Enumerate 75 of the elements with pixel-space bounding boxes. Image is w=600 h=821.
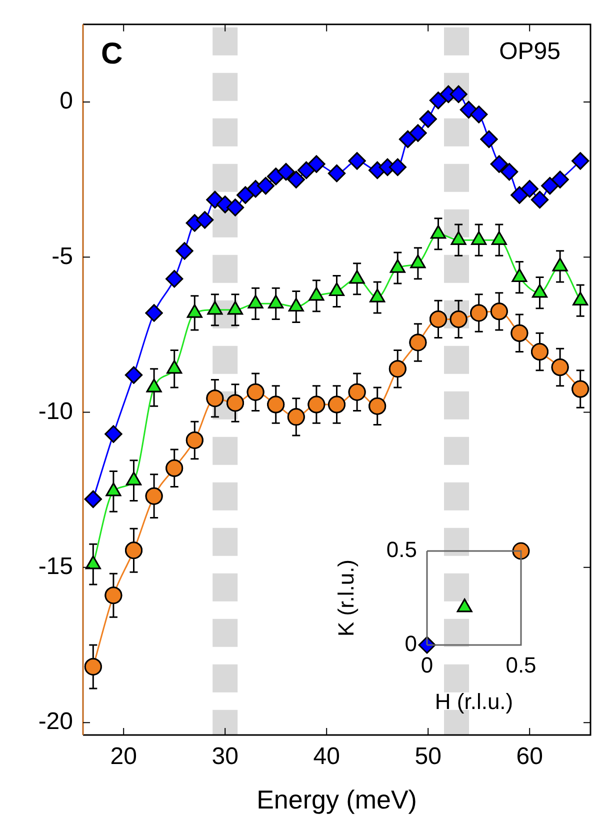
- point: [348, 152, 366, 170]
- point: [531, 190, 548, 208]
- point: [125, 542, 142, 560]
- point: [206, 190, 224, 208]
- annotation: OP95: [499, 38, 560, 66]
- point: [450, 85, 468, 103]
- point: [348, 383, 366, 401]
- point: [510, 186, 528, 204]
- point: [84, 490, 102, 508]
- point: [226, 394, 244, 412]
- point: [104, 425, 122, 443]
- point: [460, 100, 478, 118]
- point: [409, 334, 427, 352]
- point: [500, 163, 518, 181]
- point: [176, 242, 194, 260]
- x-axis-title: Energy (meV): [256, 784, 417, 815]
- point: [298, 161, 316, 179]
- point: [480, 130, 498, 148]
- point: [166, 459, 184, 477]
- annotation: C: [101, 38, 123, 71]
- x-axis-title: H (r.l.u.): [434, 688, 514, 714]
- point: [277, 163, 295, 181]
- point: [470, 304, 488, 322]
- point: [551, 358, 569, 376]
- point: [572, 380, 590, 398]
- point: [308, 155, 326, 173]
- point: [551, 170, 569, 188]
- point: [490, 155, 508, 173]
- point: [125, 366, 142, 384]
- point: [186, 431, 204, 449]
- x-tick-label: 60: [516, 743, 543, 770]
- point: [267, 396, 285, 414]
- point: [145, 304, 163, 322]
- point: [226, 198, 244, 216]
- point: [388, 360, 406, 378]
- x-tick-label: 20: [110, 743, 137, 770]
- point: [368, 397, 386, 415]
- point: [84, 658, 102, 676]
- point: [236, 186, 254, 204]
- point: [267, 168, 285, 186]
- point: [520, 180, 538, 198]
- point: [287, 170, 305, 188]
- point: [256, 177, 274, 195]
- point: [166, 270, 184, 288]
- point: [572, 152, 590, 170]
- point: [287, 408, 305, 426]
- x-tick-label: 30: [212, 743, 238, 770]
- x-tick-label: 40: [313, 743, 340, 770]
- point: [470, 106, 488, 124]
- point: [409, 124, 427, 142]
- point: [419, 110, 437, 128]
- point: [104, 586, 122, 604]
- point: [531, 343, 548, 361]
- y-tick-label: 0: [60, 88, 73, 115]
- y-tick-label: -15: [38, 553, 73, 580]
- point: [328, 164, 346, 182]
- y-tick-label: -5: [52, 242, 73, 270]
- point: [541, 177, 559, 195]
- point: [430, 310, 447, 328]
- point: [328, 396, 346, 414]
- point: [246, 383, 264, 401]
- point: [388, 158, 406, 176]
- y-tick-label: -10: [38, 398, 73, 425]
- point: [399, 130, 417, 148]
- point: [430, 92, 447, 110]
- point: [145, 487, 163, 505]
- x-tick-label: 50: [414, 743, 442, 770]
- point: [490, 302, 508, 320]
- point: [308, 396, 326, 414]
- point: [510, 324, 528, 342]
- point: [196, 211, 214, 229]
- y-axis-title: K (r.l.u.): [333, 559, 358, 637]
- y-tick-label: -20: [38, 708, 73, 736]
- point: [206, 390, 224, 408]
- point: [450, 310, 468, 328]
